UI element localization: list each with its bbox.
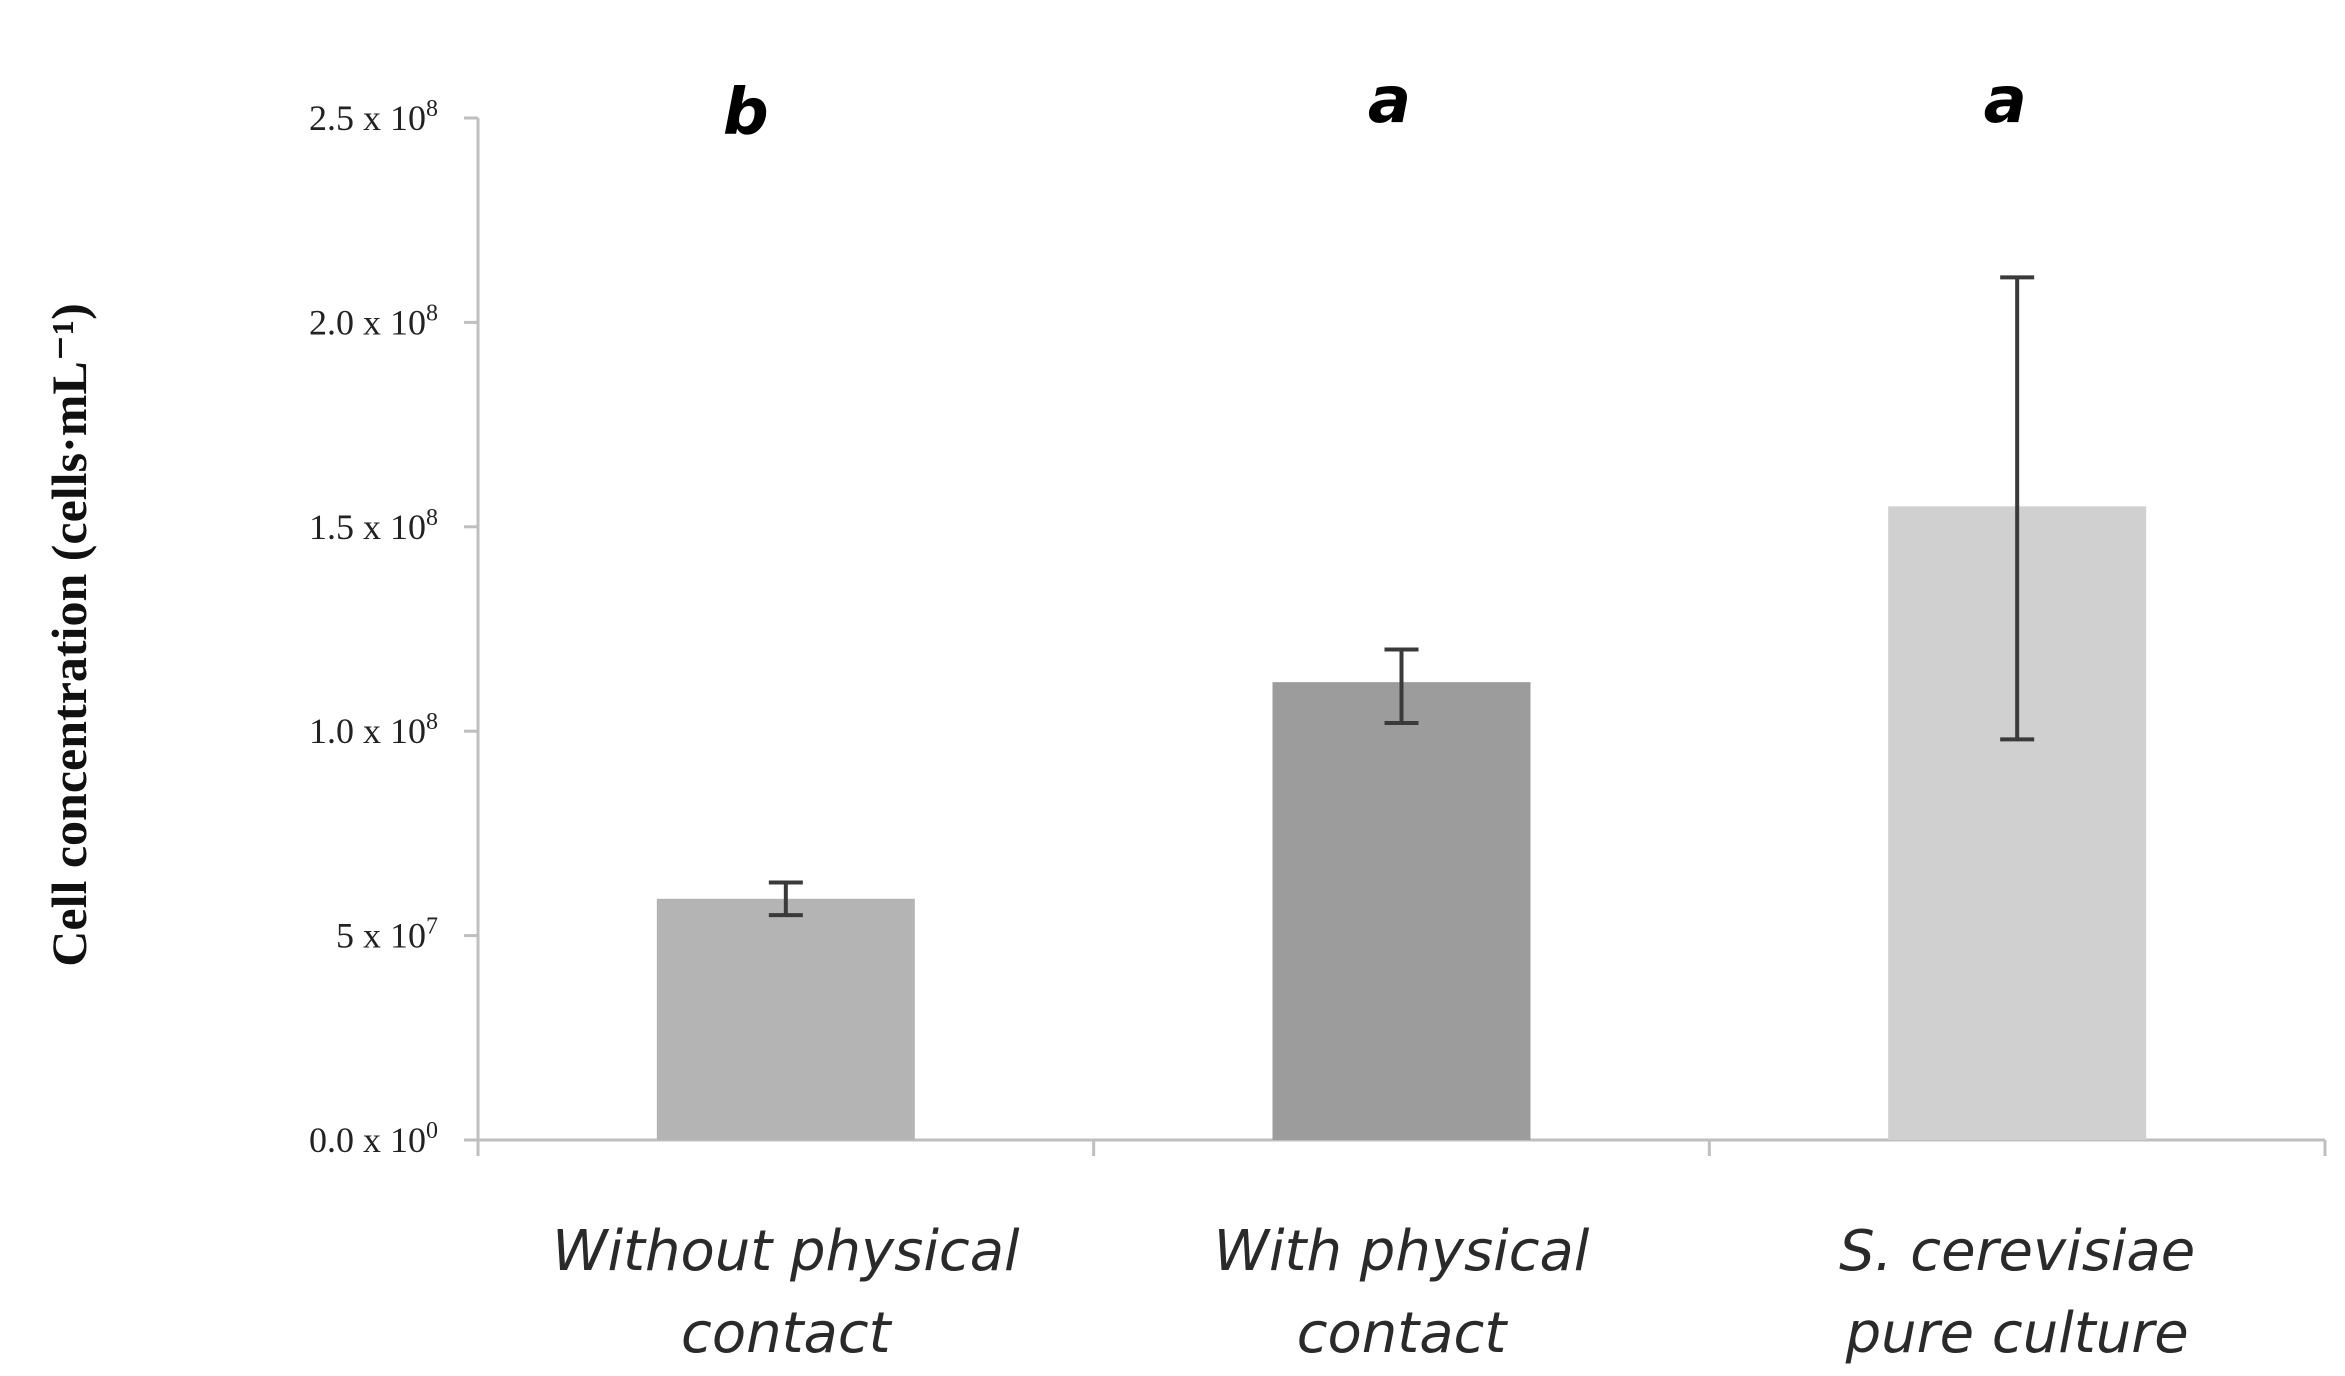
y-tick-label: 2.0 x 108 — [309, 300, 438, 342]
error-bar — [2000, 275, 2035, 742]
category-label-line2: contact — [681, 1301, 893, 1366]
x-axis — [476, 1138, 2327, 1156]
category-label-line1: S. cerevisiae — [1839, 1219, 2195, 1284]
bars — [656, 506, 2147, 1140]
bar — [656, 898, 915, 1140]
error-bar — [1384, 647, 1419, 726]
y-tick-label: 1.0 x 108 — [309, 709, 438, 751]
y-tick-label: 5 x 107 — [336, 914, 438, 956]
y-tick-label: 2.5 x 108 — [309, 96, 438, 138]
category-labels: Without physical contact With physical cont… — [552, 1219, 2195, 1366]
significance-letter: a — [1984, 64, 2027, 138]
y-axis: 0.0 x 100 5 x 107 1.0 x 108 1.5 x 108 2.0 x … — [309, 96, 480, 1160]
error-bar — [768, 880, 803, 918]
category-label-line1: With physical — [1214, 1219, 1590, 1284]
category-label-line2: pure culture — [1845, 1301, 2189, 1366]
category-label-line1: Without physical — [552, 1219, 1020, 1284]
y-tick-label: 1.5 x 108 — [309, 505, 438, 547]
y-tick-label: 0.0 x 100 — [309, 1118, 438, 1160]
category-label-line2: contact — [1297, 1301, 1509, 1366]
y-axis-label: Cell concentration (cells·mL⁻¹) — [41, 303, 97, 966]
significance-letter: a — [1368, 64, 1411, 138]
significance-letter: b — [723, 76, 769, 150]
bar — [1272, 682, 1531, 1140]
error-bars — [768, 275, 2035, 918]
